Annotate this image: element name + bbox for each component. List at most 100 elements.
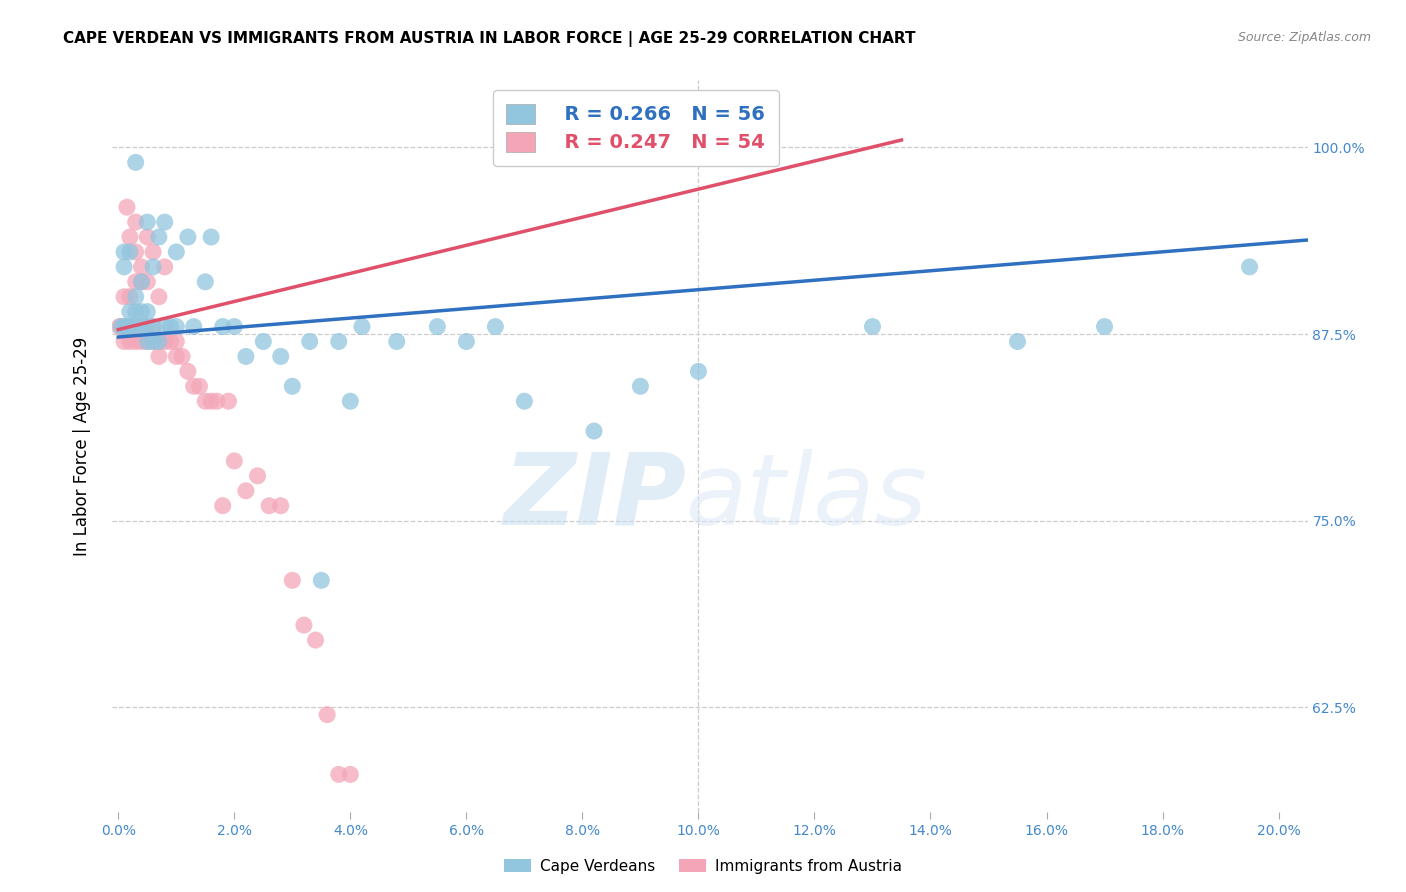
Point: [385, 334, 408, 349]
Point: [112, 334, 135, 349]
Point: [165, 244, 187, 259]
Point: [142, 334, 165, 349]
Point: [125, 319, 148, 334]
Point: [224, 319, 246, 334]
Point: [582, 424, 605, 438]
Point: [218, 394, 240, 409]
Point: [281, 379, 304, 393]
Point: [136, 319, 159, 334]
Point: [862, 319, 884, 334]
Point: [136, 304, 159, 318]
Point: [194, 394, 217, 409]
Point: [118, 319, 141, 334]
Point: [211, 319, 233, 334]
Point: [183, 379, 205, 393]
Point: [304, 633, 326, 648]
Point: [281, 574, 304, 588]
Legend: Cape Verdeans, Immigrants from Austria: Cape Verdeans, Immigrants from Austria: [498, 853, 908, 880]
Point: [118, 290, 141, 304]
Point: [112, 290, 135, 304]
Point: [136, 215, 159, 229]
Point: [118, 319, 141, 334]
Point: [270, 350, 292, 364]
Point: [328, 767, 350, 781]
Point: [339, 767, 361, 781]
Text: ZIP: ZIP: [503, 449, 686, 546]
Point: [125, 319, 148, 334]
Point: [148, 350, 170, 364]
Point: [298, 334, 321, 349]
Point: [159, 319, 181, 334]
Text: atlas: atlas: [686, 449, 928, 546]
Point: [165, 334, 187, 349]
Point: [115, 200, 138, 214]
Point: [200, 230, 222, 244]
Point: [270, 499, 292, 513]
Point: [165, 319, 187, 334]
Point: [1094, 319, 1116, 334]
Point: [136, 334, 159, 349]
Point: [131, 260, 153, 274]
Point: [153, 334, 176, 349]
Point: [112, 319, 135, 334]
Point: [153, 260, 176, 274]
Point: [316, 707, 339, 722]
Point: [108, 319, 131, 334]
Point: [148, 334, 170, 349]
Point: [484, 319, 506, 334]
Text: CAPE VERDEAN VS IMMIGRANTS FROM AUSTRIA IN LABOR FORCE | AGE 25-29 CORRELATION C: CAPE VERDEAN VS IMMIGRANTS FROM AUSTRIA …: [63, 31, 915, 47]
Point: [148, 230, 170, 244]
Point: [183, 319, 205, 334]
Point: [142, 319, 165, 334]
Point: [131, 304, 153, 318]
Point: [112, 244, 135, 259]
Point: [118, 244, 141, 259]
Point: [142, 334, 165, 349]
Point: [252, 334, 274, 349]
Point: [131, 319, 153, 334]
Point: [115, 319, 138, 334]
Point: [513, 394, 536, 409]
Point: [112, 319, 135, 334]
Point: [426, 319, 449, 334]
Point: [118, 334, 141, 349]
Point: [142, 244, 165, 259]
Point: [165, 350, 187, 364]
Point: [125, 275, 148, 289]
Point: [125, 304, 148, 318]
Point: [339, 394, 361, 409]
Point: [153, 319, 176, 334]
Point: [246, 468, 269, 483]
Point: [235, 483, 257, 498]
Legend:   R = 0.266   N = 56,   R = 0.247   N = 54: R = 0.266 N = 56, R = 0.247 N = 54: [492, 90, 779, 166]
Point: [142, 319, 165, 334]
Point: [311, 574, 333, 588]
Point: [200, 394, 222, 409]
Point: [148, 290, 170, 304]
Point: [136, 319, 159, 334]
Point: [110, 319, 132, 334]
Point: [136, 334, 159, 349]
Point: [1007, 334, 1029, 349]
Point: [112, 260, 135, 274]
Point: [136, 230, 159, 244]
Point: [136, 275, 159, 289]
Point: [188, 379, 211, 393]
Point: [456, 334, 478, 349]
Point: [131, 275, 153, 289]
Point: [153, 215, 176, 229]
Point: [211, 499, 233, 513]
Point: [110, 319, 132, 334]
Point: [688, 364, 710, 378]
Point: [177, 364, 200, 378]
Point: [159, 334, 181, 349]
Y-axis label: In Labor Force | Age 25-29: In Labor Force | Age 25-29: [73, 336, 91, 556]
Point: [118, 230, 141, 244]
Point: [350, 319, 373, 334]
Point: [224, 454, 246, 468]
Point: [292, 618, 315, 632]
Point: [172, 350, 194, 364]
Point: [118, 304, 141, 318]
Point: [131, 319, 153, 334]
Point: [148, 334, 170, 349]
